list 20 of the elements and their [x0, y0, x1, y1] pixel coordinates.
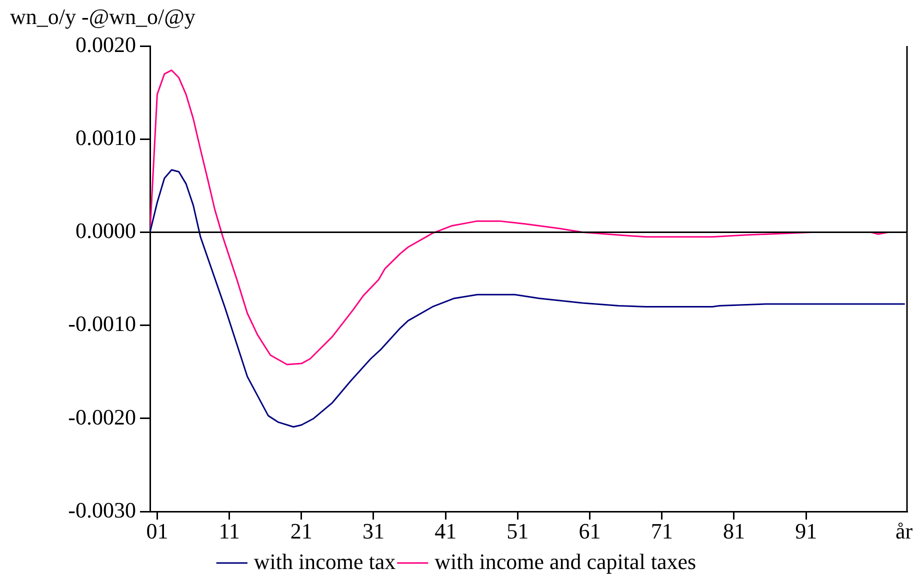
- x-tick-label: 41: [434, 518, 457, 544]
- y-tick-label: 0.0000: [76, 218, 136, 244]
- y-tick-label: -0.0010: [68, 311, 136, 336]
- x-tick-label: 61: [578, 518, 601, 544]
- x-tick-label: 81: [722, 518, 745, 544]
- x-tick-label: 51: [506, 518, 529, 544]
- legend-label: with income tax: [254, 548, 396, 574]
- y-tick-label: -0.0030: [68, 497, 136, 522]
- x-tick-label: 31: [362, 518, 384, 544]
- y-tick-label: 0.0020: [76, 32, 136, 57]
- x-tick-label: 71: [650, 518, 673, 544]
- x-tick-label: 11: [218, 518, 240, 544]
- y-tick-label: 0.0010: [76, 124, 136, 150]
- x-axis-title: år: [895, 518, 914, 544]
- y-tick-label: -0.0020: [68, 404, 136, 430]
- x-tick-label: 21: [290, 518, 312, 544]
- x-tick-label: 01: [146, 518, 168, 544]
- y-axis-title: wn_o/y -@wn_o/@y: [10, 4, 196, 29]
- legend-label: with income and capital taxes: [434, 548, 696, 574]
- x-tick-label: 91: [795, 518, 818, 544]
